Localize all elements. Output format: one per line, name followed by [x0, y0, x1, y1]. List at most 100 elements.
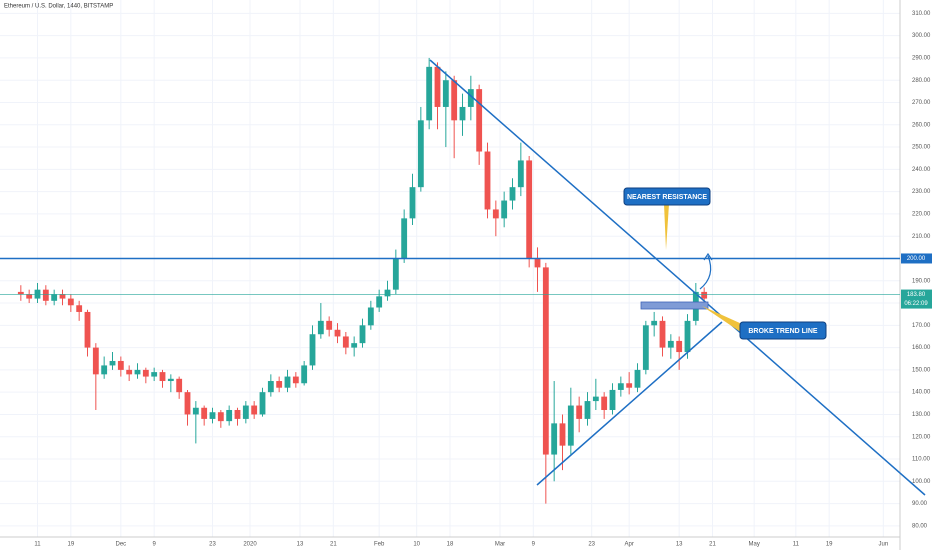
candle-body [609, 389, 616, 410]
y-tick-label: 250.00 [912, 145, 931, 151]
candle-body [259, 392, 266, 415]
x-tick-label: Dec [115, 542, 126, 548]
candle-body [217, 412, 224, 422]
x-tick-label: 10 [413, 542, 420, 548]
x-tick-label: 19 [67, 542, 74, 548]
x-tick-label: 19 [826, 542, 833, 548]
candle-body [126, 369, 133, 375]
candle-body [584, 401, 591, 419]
x-tick-label: 23 [588, 542, 595, 548]
annotation-box [739, 321, 827, 340]
candle-body [384, 289, 391, 297]
price-label-bg [901, 289, 932, 309]
x-tick-label: 9 [152, 542, 156, 548]
candle-body [284, 376, 291, 388]
y-tick-label: 110.00 [912, 457, 931, 463]
price-label-bg [901, 253, 932, 264]
candle-body [484, 151, 491, 210]
candle-body [501, 200, 508, 219]
candle-body [534, 258, 541, 268]
candle-body [34, 289, 41, 299]
candle-body [409, 187, 416, 219]
candle-body [109, 360, 116, 366]
y-tick-label: 170.00 [912, 323, 931, 329]
candle-body [351, 343, 358, 348]
y-tick-label: 80.00 [912, 523, 928, 529]
candle-body [317, 320, 324, 335]
x-tick-label: 13 [297, 542, 304, 548]
candle-body [367, 307, 374, 326]
candle-body [359, 325, 366, 344]
annotation: NEAREST RESISTANCE [627, 194, 707, 201]
candle-body [642, 325, 649, 370]
y-tick-label: 150.00 [912, 367, 931, 373]
candle-body [167, 378, 174, 382]
y-tick-label: 220.00 [912, 211, 931, 217]
y-tick-label: 120.00 [912, 434, 931, 440]
breakout-zone [640, 301, 709, 310]
candle-body [559, 423, 566, 446]
candle-body [76, 305, 83, 312]
candle-body [542, 267, 549, 455]
candle-body [134, 369, 141, 375]
candle-body [92, 347, 99, 375]
candle-body [201, 407, 208, 419]
x-tick-label: 11 [793, 542, 800, 548]
candle-body [267, 381, 274, 393]
candle-body [467, 89, 474, 107]
x-tick-label: Feb [374, 542, 385, 548]
price-label: 183.80 [907, 292, 926, 298]
x-tick-label: 21 [330, 542, 337, 548]
candle-body [292, 376, 299, 384]
candle-body [234, 409, 241, 419]
candle-body [192, 407, 199, 415]
x-tick-label: 2020 [243, 542, 257, 548]
candle-body [684, 320, 691, 353]
candle-body [517, 160, 524, 188]
candle-body [84, 311, 91, 348]
x-tick-label: 9 [532, 542, 536, 548]
projection-arrow [699, 255, 712, 290]
candle-body [59, 294, 66, 299]
x-tick-label: 13 [676, 542, 683, 548]
candle-body [326, 320, 333, 330]
candle-body [634, 369, 641, 388]
y-tick-label: 130.00 [912, 412, 931, 418]
y-tick-label: 310.00 [912, 11, 931, 17]
candles [17, 57, 708, 504]
candle-body [576, 405, 583, 419]
candle-body [142, 369, 149, 377]
y-tick-label: 140.00 [912, 390, 931, 396]
candle-body [401, 218, 408, 259]
candle-body [226, 409, 233, 422]
candle-body [617, 383, 624, 390]
candle-body [451, 80, 458, 121]
y-tick-label: 260.00 [912, 122, 931, 128]
candle-body [592, 396, 599, 402]
candle-body [159, 372, 166, 382]
candle-body [626, 383, 633, 388]
candle-body [551, 423, 558, 455]
candle-body [476, 89, 483, 152]
candle-body [309, 334, 316, 366]
candle-body [17, 291, 24, 295]
x-tick-label: 18 [447, 542, 454, 548]
candle-body [42, 289, 49, 301]
support-line [536, 321, 723, 486]
candle-body [676, 340, 683, 353]
candle-body [67, 298, 74, 306]
candle-body [117, 360, 124, 370]
candle-body [659, 320, 666, 348]
candle-body [334, 329, 341, 337]
y-tick-label: 100.00 [912, 479, 931, 485]
countdown: 06:22:09 [904, 301, 928, 307]
callout-pointer [664, 204, 669, 250]
candle-body [151, 372, 158, 377]
x-tick-label: May [748, 542, 759, 548]
candle-body [392, 258, 399, 290]
candle-body [342, 336, 349, 348]
candle-body [492, 209, 499, 219]
candle-body [176, 378, 183, 393]
trend-line [429, 59, 926, 496]
